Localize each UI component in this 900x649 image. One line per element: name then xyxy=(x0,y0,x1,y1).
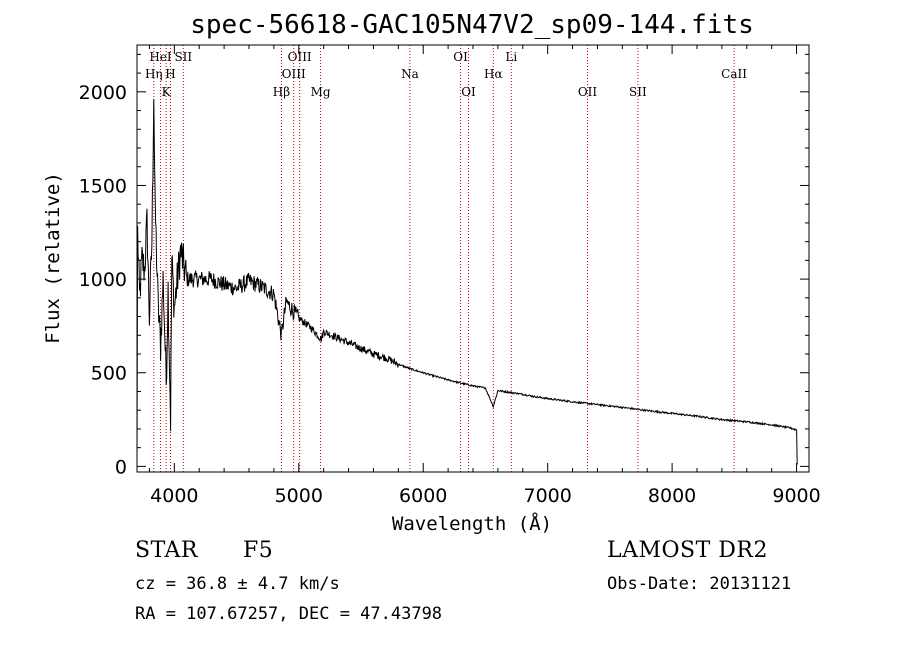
line-marker-label: K xyxy=(162,85,172,99)
redshift-velocity: cz = 36.8 ± 4.7 km/s xyxy=(135,574,340,594)
line-marker-label: Hα xyxy=(484,67,503,81)
line-marker-label: SII xyxy=(629,85,647,99)
line-marker-label: Mg xyxy=(311,85,331,99)
plot-frame xyxy=(136,44,810,473)
line-marker-label: OI xyxy=(453,50,468,64)
y-tick-label: 2000 xyxy=(79,82,127,104)
subclass: F5 xyxy=(243,538,274,563)
line-marker-label: OIII xyxy=(282,67,306,81)
chart-title: spec-56618-GAC105N47V2_sp09-144.fits xyxy=(190,10,754,40)
line-marker-label: Hβ xyxy=(273,85,290,99)
survey-name: LAMOST DR2 xyxy=(607,538,768,563)
x-axis: 4000 5000 6000 7000 8000 9000 xyxy=(148,45,821,507)
x-axis-label: Wavelength (Å) xyxy=(392,512,552,535)
x-tick-label: 8000 xyxy=(648,485,696,507)
x-tick-label: 7000 xyxy=(523,485,571,507)
line-marker-label: OI xyxy=(461,85,476,99)
y-tick-label: 1500 xyxy=(79,175,127,197)
x-tick-label: 6000 xyxy=(399,485,447,507)
line-marker-label: SII xyxy=(174,50,192,64)
line-marker-label: CaII xyxy=(721,67,747,81)
y-tick-label: 1000 xyxy=(79,269,127,291)
y-tick-label: 500 xyxy=(91,363,127,385)
x-tick-label: 9000 xyxy=(772,485,820,507)
line-marker-label: HeI xyxy=(149,50,172,64)
y-axis-label: Flux (relative) xyxy=(42,172,64,344)
line-marker-label: Hη xyxy=(145,67,163,81)
spectrum-line xyxy=(136,99,798,465)
y-tick-label: 0 xyxy=(115,456,127,478)
line-marker-label: H xyxy=(165,67,175,81)
coordinates: RA = 107.67257, DEC = 47.43798 xyxy=(135,604,443,624)
line-marker-label: Li xyxy=(505,50,517,64)
x-tick-label: 4000 xyxy=(150,485,198,507)
y-axis: 0 500 1000 1500 2000 xyxy=(79,53,809,478)
observation-date: Obs-Date: 20131121 xyxy=(607,574,792,594)
object-class: STAR xyxy=(135,538,198,563)
line-marker-label: OII xyxy=(578,85,598,99)
line-marker-label: Na xyxy=(401,67,419,81)
x-tick-label: 5000 xyxy=(275,485,323,507)
line-marker-label: OIII xyxy=(288,50,312,64)
